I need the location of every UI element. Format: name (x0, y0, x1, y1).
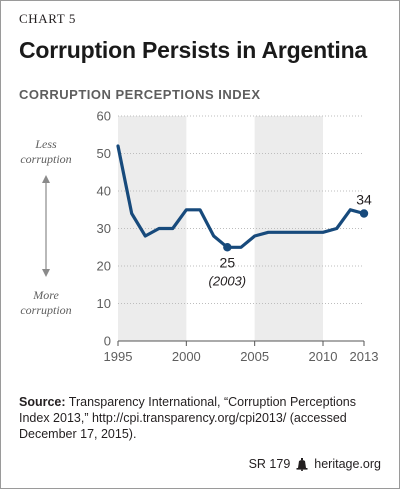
y-tick-label: 40 (97, 184, 111, 199)
x-tick-label: 1995 (104, 349, 133, 364)
footer: SR 179 heritage.org (249, 457, 381, 471)
chart-number: CHART 5 (19, 11, 76, 26)
site-name: heritage.org (314, 457, 381, 471)
chart-title: Corruption Persists in Argentina (19, 37, 368, 63)
y-tick-label: 50 (97, 146, 111, 161)
source-note: Source: Transparency International, “Cor… (19, 394, 389, 442)
report-id: SR 179 (248, 457, 291, 471)
shaded-band (254, 116, 323, 341)
less-corruption-label: corruption (20, 152, 71, 166)
arrow-up-icon (42, 175, 50, 183)
x-tick-label: 2000 (172, 349, 201, 364)
y-tick-label: 30 (97, 221, 111, 236)
source-label: Source: (19, 395, 66, 409)
data-point-marker (223, 243, 232, 252)
end-value-label: 34 (356, 192, 372, 208)
x-tick-label: 2010 (309, 349, 338, 364)
chart-subtitle: CORRUPTION PERCEPTIONS INDEX (19, 87, 261, 102)
y-tick-label: 0 (104, 334, 111, 349)
shaded-band (118, 116, 187, 341)
series-line (116, 144, 366, 249)
more-corruption-label: corruption (20, 303, 71, 317)
y-tick-label: 20 (97, 259, 111, 274)
liberty-bell-icon (296, 457, 308, 471)
low-value-label: 25 (220, 254, 236, 270)
less-corruption-label: Less (34, 137, 57, 151)
y-tick-label: 10 (97, 296, 111, 311)
more-corruption-label: More (32, 288, 59, 302)
low-year-label: (2003) (209, 273, 247, 288)
data-point-marker (359, 209, 369, 218)
y-tick-label: 60 (97, 109, 111, 124)
x-tick-label: 2013 (350, 349, 379, 364)
x-tick-label: 2005 (240, 349, 269, 364)
source-text: Transparency International, “Corruption … (19, 395, 356, 441)
arrow-down-icon (42, 269, 50, 277)
